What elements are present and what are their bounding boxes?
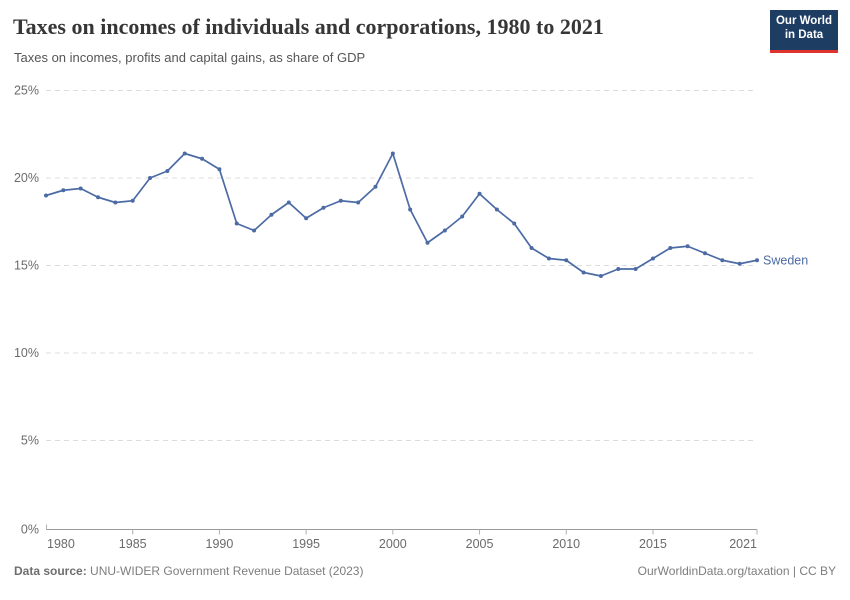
x-tick-label-1980: 1980 <box>47 537 75 551</box>
owid-logo-line2: in Data <box>784 29 824 41</box>
data-point-sweden-2009[interactable] <box>546 256 551 261</box>
data-point-sweden-1995[interactable] <box>304 216 309 221</box>
data-point-sweden-1980[interactable] <box>44 193 48 198</box>
data-point-sweden-2018[interactable] <box>702 251 707 256</box>
data-point-sweden-2006[interactable] <box>494 207 499 212</box>
data-point-sweden-1988[interactable] <box>182 151 187 156</box>
data-point-sweden-2007[interactable] <box>512 221 517 226</box>
data-point-sweden-2002[interactable] <box>425 240 430 245</box>
data-point-sweden-1986[interactable] <box>148 176 153 180</box>
x-tick-label-1985: 1985 <box>119 537 147 551</box>
data-point-sweden-2010[interactable] <box>564 258 569 263</box>
data-point-sweden-2017[interactable] <box>685 244 690 249</box>
data-point-sweden-2015[interactable] <box>650 256 655 261</box>
data-point-sweden-2008[interactable] <box>529 246 534 250</box>
owid-logo-line1: Our World <box>775 15 832 27</box>
data-point-sweden-1999[interactable] <box>373 184 378 189</box>
x-tick-label-2010: 2010 <box>552 537 580 551</box>
series-line-sweden[interactable] <box>45 152 758 277</box>
data-point-sweden-1996[interactable] <box>321 205 326 210</box>
x-tick-label-1990: 1990 <box>206 537 234 551</box>
data-point-sweden-2001[interactable] <box>408 207 413 212</box>
data-point-sweden-2005[interactable] <box>477 191 482 196</box>
data-point-sweden-2000[interactable] <box>390 151 395 156</box>
data-point-sweden-1997[interactable] <box>338 198 343 203</box>
data-point-sweden-2011[interactable] <box>581 270 586 275</box>
data-point-sweden-2012[interactable] <box>598 274 603 278</box>
data-point-sweden-2004[interactable] <box>460 214 465 219</box>
entity-label-sweden[interactable]: Sweden <box>763 253 808 267</box>
data-point-sweden-2021[interactable] <box>755 258 759 263</box>
chart-title: Taxes on incomes of individuals and corp… <box>13 14 604 39</box>
y-tick-label-20: 20% <box>14 171 39 185</box>
data-point-sweden-2014[interactable] <box>633 267 638 271</box>
data-point-sweden-1990[interactable] <box>217 167 222 172</box>
data-point-sweden-1993[interactable] <box>269 212 274 217</box>
footer-attribution: OurWorldinData.org/taxation | CC BY <box>638 564 836 578</box>
datasource-note: Data source: UNU-WIDER Government Revenu… <box>14 564 363 578</box>
data-point-sweden-1992[interactable] <box>252 228 257 233</box>
data-point-sweden-2003[interactable] <box>442 228 447 233</box>
owid-logo[interactable]: Our World in Data <box>770 10 838 53</box>
data-point-sweden-2020[interactable] <box>737 261 742 266</box>
data-point-sweden-1987[interactable] <box>165 169 170 173</box>
footer-separator: | <box>789 564 800 578</box>
x-tick-label-1995: 1995 <box>292 537 320 551</box>
data-point-sweden-1984[interactable] <box>113 200 118 205</box>
data-point-sweden-2019[interactable] <box>720 258 725 263</box>
x-tick-label-2000: 2000 <box>379 537 407 551</box>
data-point-sweden-1983[interactable] <box>96 195 101 200</box>
data-point-sweden-1981[interactable] <box>61 188 66 193</box>
data-point-sweden-1989[interactable] <box>200 156 205 161</box>
x-tick-label-2005: 2005 <box>466 537 494 551</box>
chart-footer: Data source: UNU-WIDER Government Revenu… <box>14 564 836 578</box>
y-tick-label-25: 25% <box>14 84 39 98</box>
footer-link[interactable]: OurWorldinData.org/taxation <box>637 564 790 578</box>
x-tick-label-2021: 2021 <box>729 537 757 551</box>
data-point-sweden-2013[interactable] <box>616 267 621 271</box>
datasource-label: Data source: <box>14 564 87 578</box>
y-tick-label-10: 10% <box>14 346 39 360</box>
data-point-sweden-2016[interactable] <box>668 246 673 250</box>
data-point-sweden-1985[interactable] <box>130 198 135 203</box>
y-tick-label-0: 0% <box>21 523 39 537</box>
data-point-sweden-1994[interactable] <box>286 200 291 205</box>
y-tick-label-15: 15% <box>14 259 39 273</box>
data-point-sweden-1982[interactable] <box>78 186 83 191</box>
data-point-sweden-1998[interactable] <box>356 200 361 205</box>
chart-subtitle: Taxes on incomes, profits and capital ga… <box>14 50 366 65</box>
datasource-text: UNU-WIDER Government Revenue Dataset (20… <box>86 564 364 578</box>
footer-license[interactable]: CC BY <box>799 564 836 578</box>
data-point-sweden-1991[interactable] <box>234 221 239 226</box>
y-tick-label-5: 5% <box>21 434 39 448</box>
x-tick-label-2015: 2015 <box>639 537 667 551</box>
